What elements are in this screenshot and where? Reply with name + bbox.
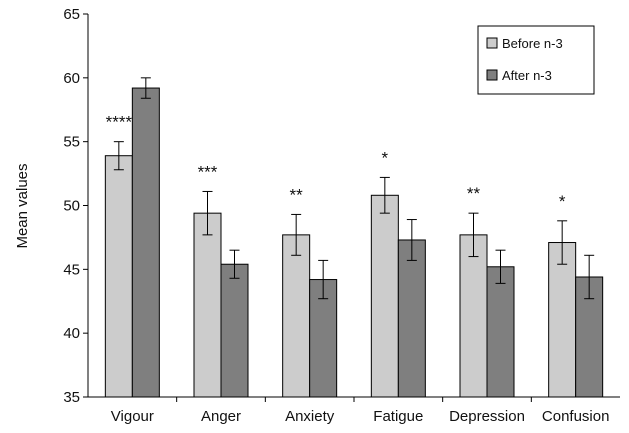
legend-label-before: Before n-3 [502,36,563,51]
x-tick-label-confusion: Confusion [542,408,610,425]
y-tick-label-35: 35 [63,389,80,406]
significance-anger: *** [198,162,218,181]
legend-swatch-after [486,69,498,81]
bar-before-fatigue [370,194,399,398]
significance-vigour: **** [106,113,133,132]
significance-anxiety: ** [290,185,304,204]
x-tick-label-anxiety: Anxiety [285,408,335,425]
legend-label-after: After n-3 [502,68,552,83]
legend-box [477,25,595,95]
bar-after-fatigue [397,239,426,398]
bar-after-depression [486,266,515,398]
y-axis-label: Mean values [14,163,31,248]
bar-before-anxiety [282,234,311,398]
legend: Before n-3 After n-3 [477,25,595,95]
y-tick-label-40: 40 [63,325,80,342]
bar-before-depression [459,234,488,398]
y-tick-label-50: 50 [63,198,80,215]
y-tick-label-65: 65 [63,6,80,23]
x-tick-label-depression: Depression [449,408,525,425]
significance-fatigue: * [382,148,389,167]
bar-before-vigour [104,155,133,398]
bar-after-anger [220,263,249,398]
bar-before-confusion [548,242,577,398]
y-tick-label-60: 60 [63,70,80,87]
x-tick-label-fatigue: Fatigue [373,408,423,425]
x-tick-label-vigour: Vigour [111,408,154,425]
y-tick-label-45: 45 [63,261,80,278]
bar-after-vigour [131,87,160,398]
y-tick-label-55: 55 [63,134,80,151]
significance-depression: ** [467,184,481,203]
legend-swatch-before [486,37,498,49]
bar-before-anger [193,212,222,398]
plot-area: 35404550556065****Vigour***Anger**Anxiet… [63,6,620,425]
significance-confusion: * [559,192,566,211]
x-tick-label-anger: Anger [201,408,241,425]
